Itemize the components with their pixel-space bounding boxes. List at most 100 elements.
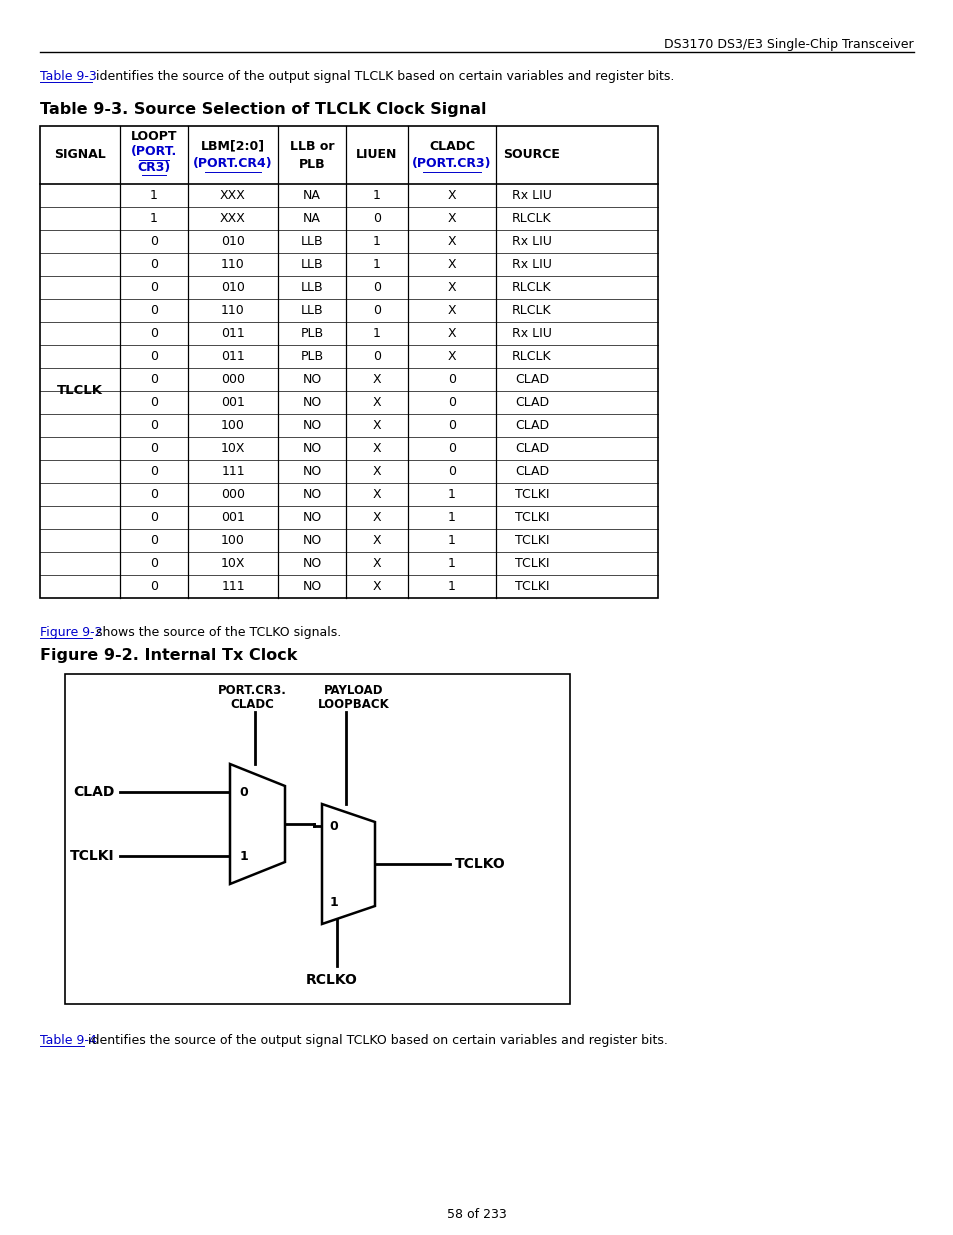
Text: RLCLK: RLCLK (512, 282, 551, 294)
Text: 0: 0 (373, 304, 380, 317)
Text: LLB: LLB (300, 258, 323, 270)
Text: Table 9-3. Source Selection of TLCLK Clock Signal: Table 9-3. Source Selection of TLCLK Clo… (40, 103, 486, 117)
Text: 110: 110 (221, 258, 245, 270)
Text: 0: 0 (373, 350, 380, 363)
Text: NO: NO (302, 534, 321, 547)
Text: X: X (447, 212, 456, 225)
Text: shows the source of the TCLKO signals.: shows the source of the TCLKO signals. (91, 626, 341, 638)
Text: NA: NA (303, 212, 320, 225)
Text: PLB: PLB (300, 327, 323, 340)
Text: XXX: XXX (220, 189, 246, 203)
Text: X: X (447, 327, 456, 340)
Text: 0: 0 (150, 511, 158, 524)
Text: Rx LIU: Rx LIU (512, 327, 552, 340)
Text: PLB: PLB (298, 158, 325, 170)
Text: 0: 0 (150, 534, 158, 547)
Text: DS3170 DS3/E3 Single-Chip Transceiver: DS3170 DS3/E3 Single-Chip Transceiver (663, 38, 913, 51)
Polygon shape (230, 764, 285, 884)
Text: 1: 1 (373, 258, 380, 270)
Text: (PORT.CR3): (PORT.CR3) (412, 158, 491, 170)
Text: 111: 111 (221, 580, 245, 593)
Text: 100: 100 (221, 419, 245, 432)
Text: NO: NO (302, 488, 321, 501)
Text: RLCLK: RLCLK (512, 212, 551, 225)
Text: X: X (373, 557, 381, 571)
Text: 0: 0 (373, 282, 380, 294)
Text: 000: 000 (221, 373, 245, 387)
Text: PORT.CR3.: PORT.CR3. (218, 683, 287, 697)
Text: Table 9-3: Table 9-3 (40, 70, 96, 83)
Text: 1: 1 (373, 235, 380, 248)
Text: LLB or: LLB or (290, 140, 334, 152)
Text: Figure 9-2: Figure 9-2 (40, 626, 102, 638)
Text: 1: 1 (373, 327, 380, 340)
Text: LLB: LLB (300, 282, 323, 294)
Text: RLCLK: RLCLK (512, 350, 551, 363)
Text: PLB: PLB (300, 350, 323, 363)
Text: NO: NO (302, 396, 321, 409)
Text: 011: 011 (221, 327, 245, 340)
Text: 0: 0 (448, 373, 456, 387)
Text: 111: 111 (221, 466, 245, 478)
Text: CR3): CR3) (137, 161, 171, 173)
Text: NO: NO (302, 557, 321, 571)
Text: 1: 1 (150, 189, 158, 203)
Text: XXX: XXX (220, 212, 246, 225)
Text: NA: NA (303, 189, 320, 203)
Text: 1: 1 (448, 580, 456, 593)
Text: 0: 0 (448, 466, 456, 478)
Text: TCLKI: TCLKI (515, 511, 549, 524)
Text: 10X: 10X (220, 442, 245, 454)
Text: 1: 1 (448, 534, 456, 547)
Text: 0: 0 (373, 212, 380, 225)
Text: LOOPBACK: LOOPBACK (317, 698, 390, 710)
Text: X: X (373, 419, 381, 432)
Text: X: X (373, 442, 381, 454)
Text: RCLKO: RCLKO (306, 973, 357, 987)
Text: 1: 1 (448, 488, 456, 501)
Text: 1: 1 (330, 895, 338, 909)
Text: TLCLK: TLCLK (57, 384, 103, 398)
Text: 0: 0 (448, 442, 456, 454)
Text: 0: 0 (150, 396, 158, 409)
Text: X: X (447, 282, 456, 294)
Text: CLAD: CLAD (515, 396, 549, 409)
Text: Rx LIU: Rx LIU (512, 258, 552, 270)
Text: 1: 1 (150, 212, 158, 225)
Text: LBM[2:0]: LBM[2:0] (201, 140, 265, 152)
Text: X: X (373, 511, 381, 524)
Text: X: X (447, 235, 456, 248)
Text: 010: 010 (221, 235, 245, 248)
Text: CLAD: CLAD (73, 785, 115, 799)
Text: identifies the source of the output signal TCLKO based on certain variables and : identifies the source of the output sign… (84, 1034, 667, 1047)
Text: NO: NO (302, 442, 321, 454)
Text: 0: 0 (150, 258, 158, 270)
Text: 0: 0 (150, 350, 158, 363)
Text: CLAD: CLAD (515, 373, 549, 387)
Text: Table 9-4: Table 9-4 (40, 1034, 96, 1047)
Text: 10X: 10X (220, 557, 245, 571)
Text: CLADC: CLADC (429, 140, 475, 152)
Text: 010: 010 (221, 282, 245, 294)
Text: 011: 011 (221, 350, 245, 363)
Text: 0: 0 (150, 488, 158, 501)
Text: (PORT.: (PORT. (131, 146, 177, 158)
Text: 0: 0 (150, 580, 158, 593)
Text: NO: NO (302, 373, 321, 387)
Text: LLB: LLB (300, 304, 323, 317)
Text: 0: 0 (150, 282, 158, 294)
Text: 100: 100 (221, 534, 245, 547)
Text: Rx LIU: Rx LIU (512, 235, 552, 248)
Text: 0: 0 (150, 466, 158, 478)
Text: 1: 1 (448, 557, 456, 571)
Text: X: X (373, 580, 381, 593)
Text: TCLKI: TCLKI (515, 488, 549, 501)
Text: 001: 001 (221, 511, 245, 524)
Text: 110: 110 (221, 304, 245, 317)
Text: RLCLK: RLCLK (512, 304, 551, 317)
Text: X: X (447, 304, 456, 317)
Text: NO: NO (302, 466, 321, 478)
Text: TCLKO: TCLKO (455, 857, 505, 871)
Text: 0: 0 (330, 820, 338, 832)
Text: X: X (373, 488, 381, 501)
